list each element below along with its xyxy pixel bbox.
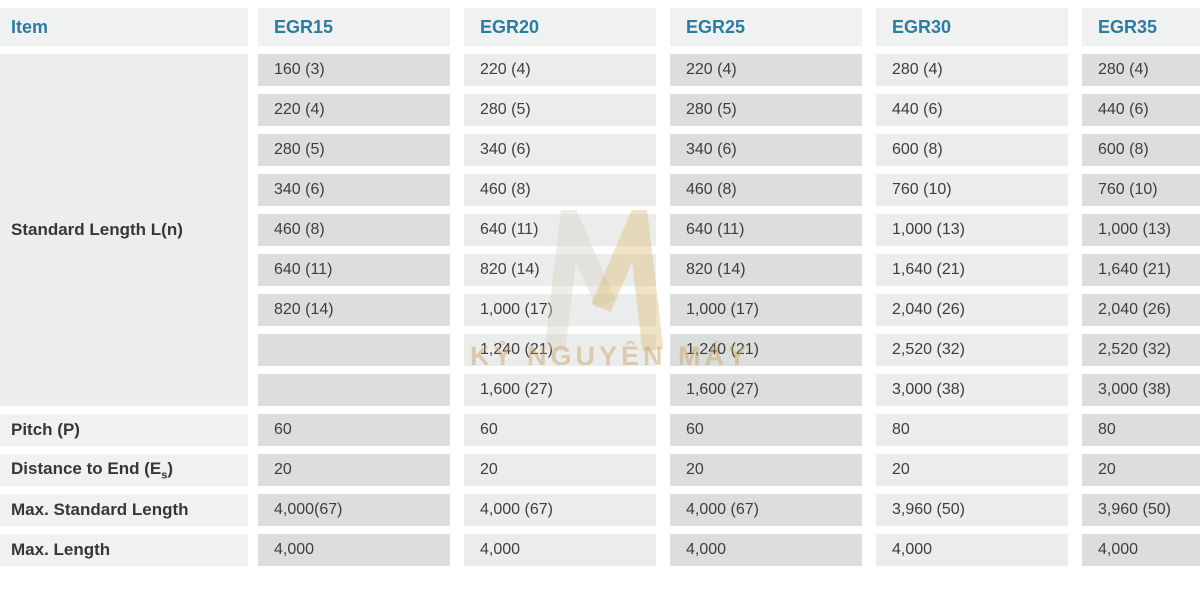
table-cell: 340 (6) bbox=[670, 134, 876, 174]
row-label: Pitch (P) bbox=[0, 414, 258, 454]
table-cell: 60 bbox=[464, 414, 670, 454]
header-row: Item EGR15 EGR20 EGR25 EGR30 EGR35 bbox=[0, 8, 1200, 54]
table-row: 460 (8) 640 (11) 640 (11) 1,000 (13) 1,000 (… bbox=[0, 214, 1200, 254]
table-cell: 1,640 (21) bbox=[876, 254, 1082, 294]
table-cell: 280 (5) bbox=[670, 94, 876, 134]
table-cell: 4,000 bbox=[1082, 534, 1200, 574]
table-cell: 4,000 (67) bbox=[464, 494, 670, 534]
table-cell: 460 (8) bbox=[670, 174, 876, 214]
table-cell: 80 bbox=[1082, 414, 1200, 454]
table-cell: 2,040 (26) bbox=[876, 294, 1082, 334]
table-cell: 80 bbox=[876, 414, 1082, 454]
table-row: Standard Length L(n) 160 (3) 220 (4) 220 (4… bbox=[0, 54, 1200, 414]
table-cell: 340 (6) bbox=[464, 134, 670, 174]
table-cell: 1,000 (13) bbox=[876, 214, 1082, 254]
table-cell: 4,000(67) bbox=[258, 494, 464, 534]
table-cell: 340 (6) bbox=[258, 174, 464, 214]
table-cell: 1,240 (21) bbox=[670, 334, 876, 374]
table-cell: 60 bbox=[258, 414, 464, 454]
table-cell: 2,040 (26) bbox=[1082, 294, 1200, 334]
table-cell bbox=[258, 334, 464, 374]
row-label: Distance to End (Es) bbox=[0, 454, 258, 494]
column-header-egr30: EGR30 bbox=[876, 8, 1082, 54]
table-cell: 820 (14) bbox=[464, 254, 670, 294]
table-cell: 20 bbox=[670, 454, 876, 494]
table-cell: 60 bbox=[670, 414, 876, 454]
table-cell: 3,000 (38) bbox=[1082, 374, 1200, 414]
table-cell: 460 (8) bbox=[258, 214, 464, 254]
column-header-egr15: EGR15 bbox=[258, 8, 464, 54]
table-cell: 640 (11) bbox=[258, 254, 464, 294]
table-cell: 760 (10) bbox=[1082, 174, 1200, 214]
column-header-egr35: EGR35 bbox=[1082, 8, 1200, 54]
table-cell: 4,000 bbox=[876, 534, 1082, 574]
table-row: 640 (11) 820 (14) 820 (14) 1,640 (21) 1,640 … bbox=[0, 254, 1200, 294]
table-cell: 820 (14) bbox=[258, 294, 464, 334]
table-cell: 1,000 (13) bbox=[1082, 214, 1200, 254]
table-row: 220 (4) 280 (5) 280 (5) 440 (6) 440 (6) bbox=[0, 94, 1200, 134]
table-cell: 280 (4) bbox=[876, 54, 1082, 94]
table-cell: 4,000 bbox=[258, 534, 464, 574]
table-row: Max. Length 4,000 4,000 4,000 4,000 4,000 bbox=[0, 534, 1200, 574]
table-cell: 1,000 (17) bbox=[670, 294, 876, 334]
table-cell: 20 bbox=[876, 454, 1082, 494]
table-cell: 1,240 (21) bbox=[464, 334, 670, 374]
table-cell: 1,640 (21) bbox=[1082, 254, 1200, 294]
table-row: 820 (14) 1,000 (17) 1,000 (17) 2,040 (26) 2,… bbox=[0, 294, 1200, 334]
table-cell: 20 bbox=[1082, 454, 1200, 494]
table-cell: 3,960 (50) bbox=[1082, 494, 1200, 534]
table-row: Distance to End (Es) 20 20 20 20 20 bbox=[0, 454, 1200, 494]
table-row: 1,600 (27) 1,600 (27) 3,000 (38) 3,000 (38) bbox=[0, 374, 1200, 414]
table-cell: 4,000 bbox=[464, 534, 670, 574]
table-cell: 20 bbox=[258, 454, 464, 494]
table-cell: 20 bbox=[464, 454, 670, 494]
table-cell: 280 (4) bbox=[1082, 54, 1200, 94]
table-cell: 640 (11) bbox=[670, 214, 876, 254]
table-cell: 3,960 (50) bbox=[876, 494, 1082, 534]
table-row: Pitch (P) 60 60 60 80 80 bbox=[0, 414, 1200, 454]
table-cell: 2,520 (32) bbox=[1082, 334, 1200, 374]
row-label: Max. Length bbox=[0, 534, 258, 574]
table-cell: 2,520 (32) bbox=[876, 334, 1082, 374]
table-row: Max. Standard Length 4,000(67) 4,000 (67) 4… bbox=[0, 494, 1200, 534]
table-cell: 460 (8) bbox=[464, 174, 670, 214]
row-label-standard-length: Standard Length L(n) bbox=[0, 54, 258, 414]
table-cell: 600 (8) bbox=[1082, 134, 1200, 174]
table-cell: 1,000 (17) bbox=[464, 294, 670, 334]
table-row: 280 (5) 340 (6) 340 (6) 600 (8) 600 (8) bbox=[0, 134, 1200, 174]
column-header-item: Item bbox=[0, 8, 258, 54]
table-cell: 4,000 (67) bbox=[670, 494, 876, 534]
table-cell: 600 (8) bbox=[876, 134, 1082, 174]
table-row: 1,240 (21) 1,240 (21) 2,520 (32) 2,520 (32) bbox=[0, 334, 1200, 374]
table-cell: 1,600 (27) bbox=[464, 374, 670, 414]
table-cell: 4,000 bbox=[670, 534, 876, 574]
column-header-egr20: EGR20 bbox=[464, 8, 670, 54]
table-cell: 1,600 (27) bbox=[670, 374, 876, 414]
table-row: 340 (6) 460 (8) 460 (8) 760 (10) 760 (10) bbox=[0, 174, 1200, 214]
table-cell: 160 (3) bbox=[258, 54, 464, 94]
column-header-egr25: EGR25 bbox=[670, 8, 876, 54]
table-cell: 440 (6) bbox=[1082, 94, 1200, 134]
table-cell: 280 (5) bbox=[464, 94, 670, 134]
table-cell bbox=[258, 374, 464, 414]
egr-spec-table: Item EGR15 EGR20 EGR25 EGR30 EGR35 Stand… bbox=[0, 8, 1200, 574]
table-cell: 220 (4) bbox=[258, 94, 464, 134]
table-cell: 220 (4) bbox=[464, 54, 670, 94]
table-cell: 820 (14) bbox=[670, 254, 876, 294]
table-cell: 640 (11) bbox=[464, 214, 670, 254]
table-cell: 760 (10) bbox=[876, 174, 1082, 214]
table-cell: 3,000 (38) bbox=[876, 374, 1082, 414]
table-cell: 280 (5) bbox=[258, 134, 464, 174]
table-cell: 440 (6) bbox=[876, 94, 1082, 134]
table-cell: 220 (4) bbox=[670, 54, 876, 94]
row-label: Max. Standard Length bbox=[0, 494, 258, 534]
